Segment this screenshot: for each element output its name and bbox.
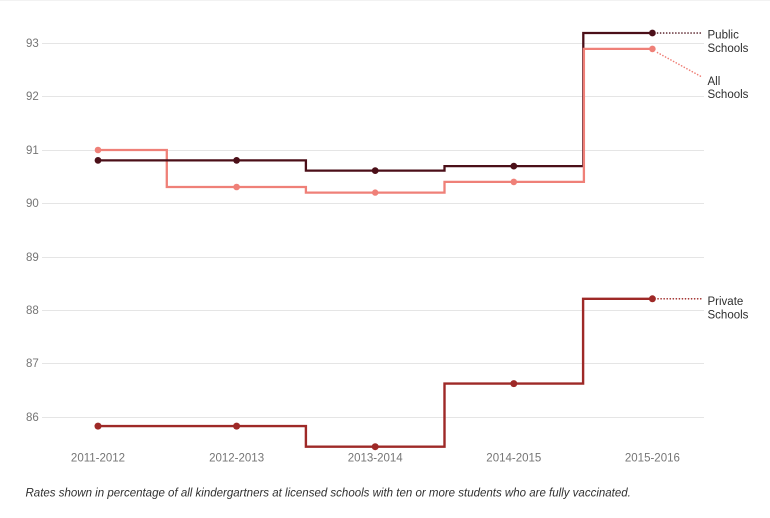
svg-text:2013-2014: 2013-2014 [348,452,404,464]
svg-text:2014-2015: 2014-2015 [486,452,541,464]
svg-text:Schools: Schools [708,309,749,321]
svg-text:91: 91 [26,145,39,157]
svg-text:Schools: Schools [708,43,749,55]
svg-text:Rates shown in percentage of a: Rates shown in percentage of all kinderg… [26,488,631,500]
svg-text:89: 89 [26,252,39,264]
svg-text:88: 88 [26,305,39,317]
svg-text:2015-2016: 2015-2016 [625,452,680,464]
svg-text:90: 90 [26,198,39,210]
svg-text:86: 86 [26,412,39,424]
svg-text:All: All [708,76,721,88]
svg-text:Schools: Schools [708,89,749,101]
svg-text:2011-2012: 2011-2012 [71,452,125,464]
svg-text:87: 87 [26,358,39,370]
svg-text:92: 92 [26,91,39,103]
svg-text:Public: Public [708,30,740,42]
svg-text:Private: Private [708,296,744,308]
svg-text:2012-2013: 2012-2013 [209,452,264,464]
svg-text:93: 93 [26,38,39,50]
